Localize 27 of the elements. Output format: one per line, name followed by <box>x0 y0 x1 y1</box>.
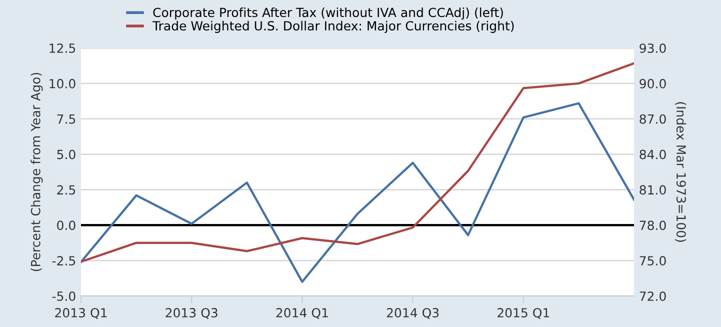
y2-tick-label: 93.0 <box>640 43 666 53</box>
y2-tick-label: 90.0 <box>640 78 666 88</box>
y2-tick-label: 75.0 <box>640 256 666 266</box>
x-tick-label: 2013 Q3 <box>166 308 218 319</box>
line-series <box>81 62 634 263</box>
x-tick-label: 2014 Q1 <box>276 308 328 319</box>
line-series <box>81 102 634 283</box>
y-tick-label: -5.0 <box>52 291 76 301</box>
y2-tick-label: 87.0 <box>640 114 666 124</box>
y-tick-label: 7.5 <box>57 114 76 124</box>
x-tick-label: 2014 Q3 <box>386 308 439 319</box>
x-tick-label: 2015 Q1 <box>498 308 550 319</box>
y2-axis-title: (Index Mar 1973=100) <box>674 102 686 242</box>
y-tick-label: 5.0 <box>57 150 76 160</box>
legend-label: Corporate Profits After Tax (without IVA and CCAdj) (left) <box>153 8 503 20</box>
y-tick-label: 0.0 <box>57 220 76 230</box>
y-tick-label: 2.5 <box>57 185 76 195</box>
y-tick-label: -2.5 <box>52 256 76 266</box>
y-tick-label: 12.5 <box>50 43 76 53</box>
y2-tick-label: 81.0 <box>640 185 666 195</box>
legend-label: Trade Weighted U.S. Dollar Index: Major Currencies (right) <box>152 20 514 33</box>
y2-tick-label: 78.0 <box>640 220 666 230</box>
x-tick-label: 2013 Q1 <box>55 308 107 319</box>
y-tick-label: 10.0 <box>50 78 76 88</box>
y2-tick-label: 84.0 <box>640 150 666 160</box>
y-axis-title: (Percent Change from Year Ago) <box>30 72 43 272</box>
y2-tick-label: 72.0 <box>640 291 666 301</box>
